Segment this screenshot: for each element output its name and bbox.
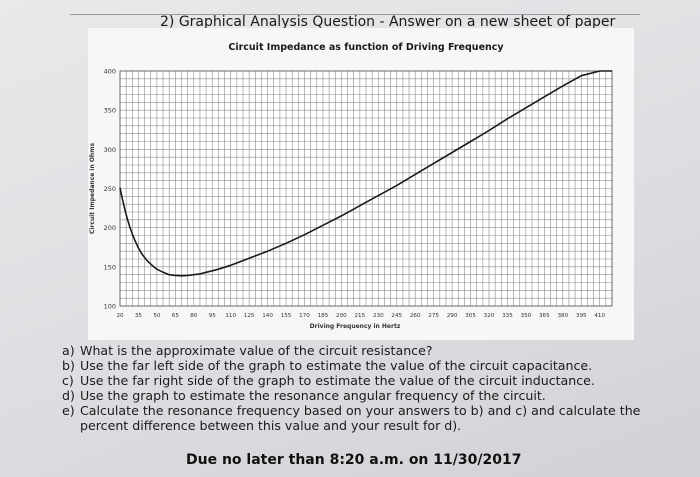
x-tick-label: 395 [576, 313, 587, 319]
question-a-text: What is the approximate value of the cir… [80, 343, 433, 358]
y-tick-label: 350 [104, 107, 116, 115]
question-e-letter: e) [62, 403, 75, 418]
series-line-impedance [119, 70, 612, 277]
x-tick-label: 80 [190, 313, 198, 319]
question-a-letter: a) [62, 343, 75, 358]
question-d: d) Use the graph to estimate the resonan… [62, 388, 672, 403]
x-tick-label: 215 [355, 313, 366, 319]
x-tick-label: 170 [299, 313, 310, 319]
question-a: a) What is the approximate value of the … [62, 343, 672, 358]
question-b-text: Use the far left side of the graph to es… [80, 358, 593, 373]
question-d-letter: d) [62, 388, 75, 403]
x-axis-label: Driving Frequency in Hertz [310, 323, 401, 330]
question-e-text: Calculate the resonance frequency based … [80, 403, 641, 433]
x-tick-label: 380 [557, 313, 568, 319]
y-axis-label: Circuit Impedance in Ohms [89, 143, 96, 234]
x-tick-label: 230 [373, 313, 384, 319]
x-tick-label: 260 [410, 313, 421, 319]
due-date: Due no later than 8:20 a.m. on 11/30/201… [186, 452, 522, 468]
question-d-text: Use the graph to estimate the resonance … [80, 388, 546, 403]
question-e: e) Calculate the resonance frequency bas… [62, 403, 672, 433]
question-heading: 2) Graphical Analysis Question - Answer … [160, 14, 616, 30]
question-b: b) Use the far left side of the graph to… [62, 358, 672, 373]
x-tick-label: 365 [539, 313, 550, 319]
y-tick-label: 300 [104, 146, 116, 154]
x-tick-label: 140 [262, 313, 273, 319]
question-c: c) Use the far right side of the graph t… [62, 373, 672, 388]
y-tick-label: 400 [104, 68, 116, 76]
impedance-chart: Circuit Impedance as function of Driving… [89, 42, 613, 330]
x-tick-label: 335 [502, 313, 513, 319]
y-tick-label: 200 [104, 224, 116, 232]
x-tick-label: 65 [172, 313, 180, 319]
y-tick-label: 100 [104, 303, 116, 311]
x-tick-label: 305 [465, 313, 476, 319]
x-tick-label: 320 [484, 313, 495, 319]
grid [119, 70, 613, 307]
y-tick-label: 250 [104, 185, 116, 193]
x-tick-label: 200 [336, 313, 347, 319]
x-tick-label: 350 [521, 313, 532, 319]
top-rule [70, 14, 640, 15]
x-tick-label: 35 [135, 313, 143, 319]
x-tick-label: 125 [244, 313, 255, 319]
x-tick-label: 20 [116, 313, 124, 319]
x-tick-label: 95 [209, 313, 217, 319]
y-tick-label: 150 [104, 263, 116, 271]
question-b-letter: b) [62, 358, 75, 373]
x-tick-label: 290 [447, 313, 458, 319]
x-tick-label: 185 [318, 313, 329, 319]
x-tick-label: 155 [281, 313, 292, 319]
question-c-text: Use the far right side of the graph to e… [80, 373, 595, 388]
x-tick-label: 50 [153, 313, 161, 319]
chart-title: Circuit Impedance as function of Driving… [228, 42, 504, 53]
x-tick-label: 245 [391, 313, 402, 319]
x-tick-label: 410 [594, 313, 605, 319]
question-c-letter: c) [62, 373, 74, 388]
question-list: a) What is the approximate value of the … [62, 343, 672, 433]
x-tick-label: 110 [225, 313, 236, 319]
x-tick-label: 275 [428, 313, 439, 319]
